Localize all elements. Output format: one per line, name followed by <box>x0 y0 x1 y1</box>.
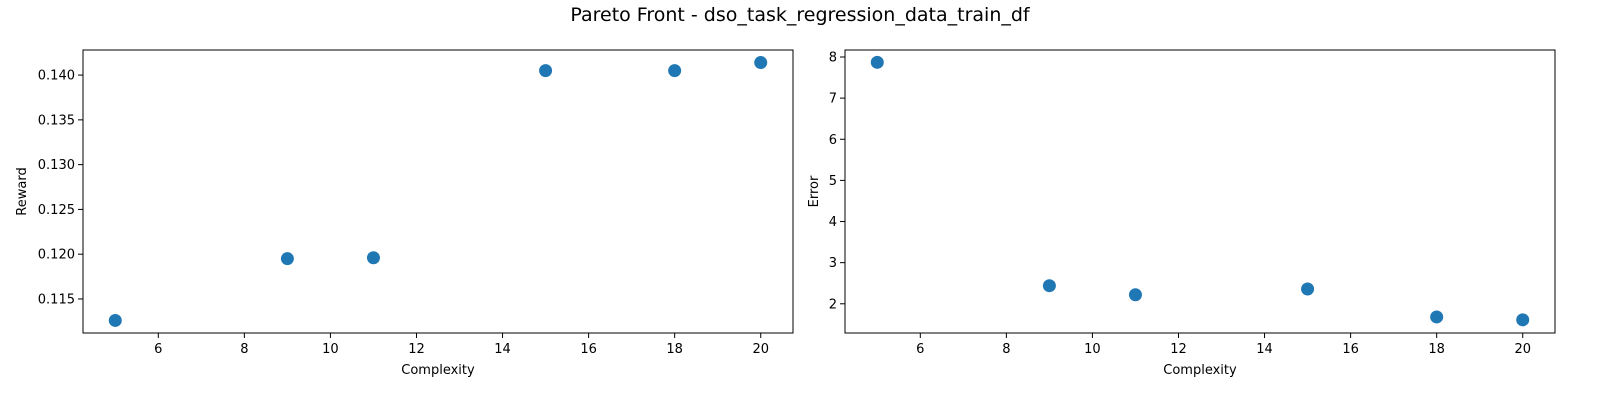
reward-x-tick-label: 8 <box>240 342 248 357</box>
reward-plot-frame <box>82 49 794 334</box>
error-plot-frame <box>844 49 1556 334</box>
error-x-tick-label: 18 <box>1428 342 1445 357</box>
reward-point <box>754 56 768 70</box>
reward-y-axis-label: Reward <box>15 167 30 215</box>
error-x-tick-label: 10 <box>1084 342 1101 357</box>
reward-point <box>366 251 380 265</box>
reward-y-tick-label: 0.135 <box>38 113 75 128</box>
reward-x-tick-label: 14 <box>494 342 511 357</box>
error-x-tick-label: 12 <box>1170 342 1187 357</box>
reward-y-tick-label: 0.140 <box>38 69 75 84</box>
reward-point <box>539 64 553 78</box>
error-point <box>1042 279 1056 293</box>
error-x-tick-label: 8 <box>1002 342 1010 357</box>
reward-x-tick-label: 18 <box>666 342 683 357</box>
error-panel: 6 8 10 12 14 16 18 20 2 3 4 5 6 7 8 Complexity Error <box>807 49 1556 378</box>
error-point <box>1301 282 1315 296</box>
reward-y-tick-label: 0.115 <box>38 292 75 307</box>
error-x-tick-label: 20 <box>1514 342 1531 357</box>
reward-y-tick-label: 0.130 <box>38 158 75 173</box>
reward-x-tick-label: 10 <box>322 342 339 357</box>
error-point <box>1516 313 1530 327</box>
error-point <box>1128 288 1142 302</box>
figure-title: Pareto Front - dso_task_regression_data_… <box>570 4 1030 26</box>
error-y-tick-label: 3 <box>829 256 837 271</box>
reward-panel: 6 8 10 12 14 16 18 20 0.115 0.120 0.125 0.130 0.135 0… <box>15 49 794 378</box>
error-y-tick-label: 2 <box>829 297 837 312</box>
error-x-tick-label: 16 <box>1342 342 1359 357</box>
error-y-tick-label: 5 <box>829 174 837 189</box>
error-x-axis-label: Complexity <box>1163 363 1237 378</box>
error-x-tick-label: 14 <box>1256 342 1273 357</box>
reward-point <box>108 313 122 327</box>
reward-y-tick-label: 0.125 <box>38 203 75 218</box>
error-x-tick-label: 6 <box>916 342 924 357</box>
reward-x-tick-label: 20 <box>752 342 769 357</box>
error-y-axis-label: Error <box>807 175 822 207</box>
reward-x-axis-label: Complexity <box>401 363 475 378</box>
error-point <box>1430 310 1444 324</box>
error-point <box>870 55 884 69</box>
error-y-tick-label: 7 <box>829 92 837 107</box>
reward-y-tick-label: 0.120 <box>38 248 75 263</box>
reward-x-tick-label: 16 <box>580 342 597 357</box>
reward-point <box>668 64 682 78</box>
reward-x-tick-label: 12 <box>408 342 425 357</box>
reward-x-tick-label: 6 <box>154 342 162 357</box>
error-y-tick-label: 4 <box>829 215 837 230</box>
reward-point <box>280 252 294 266</box>
error-y-tick-label: 8 <box>829 50 837 65</box>
error-y-tick-label: 6 <box>829 133 837 148</box>
